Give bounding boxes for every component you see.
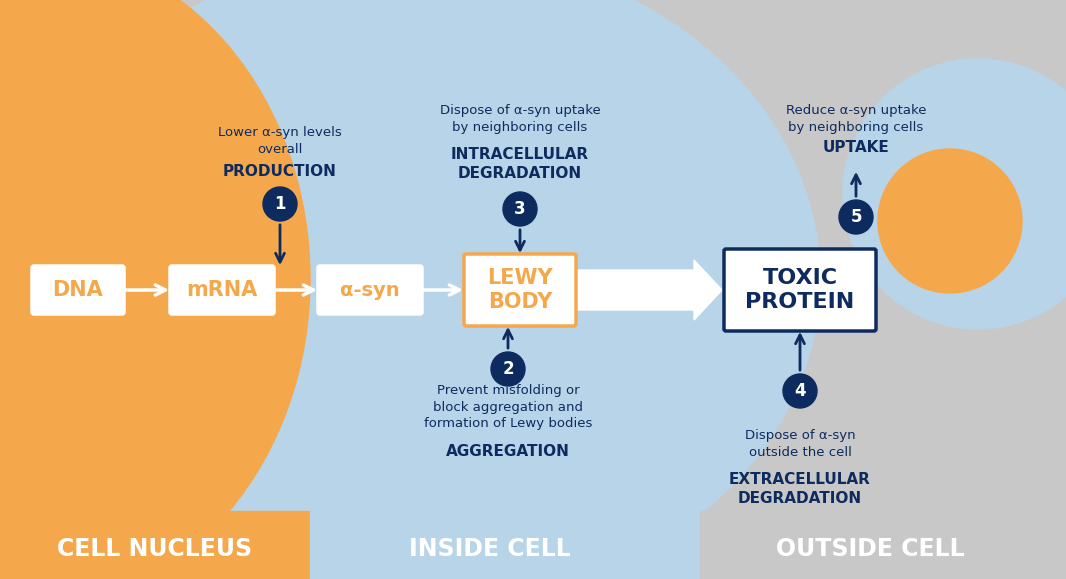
Text: OUTSIDE CELL: OUTSIDE CELL (776, 537, 965, 561)
Circle shape (263, 187, 297, 221)
Text: 4: 4 (794, 382, 806, 400)
Text: 1: 1 (274, 195, 286, 213)
Ellipse shape (20, 0, 820, 579)
Ellipse shape (0, 0, 310, 579)
FancyBboxPatch shape (169, 266, 274, 314)
Text: 3: 3 (514, 200, 526, 218)
Text: CELL NUCLEUS: CELL NUCLEUS (58, 537, 253, 561)
Text: DNA: DNA (52, 280, 103, 300)
Text: mRNA: mRNA (187, 280, 258, 300)
Text: 2: 2 (502, 360, 514, 378)
Text: 5: 5 (851, 208, 861, 226)
Text: INSIDE CELL: INSIDE CELL (409, 537, 571, 561)
Text: PRODUCTION: PRODUCTION (223, 163, 337, 178)
FancyArrow shape (574, 260, 722, 320)
Text: LEWY
BODY: LEWY BODY (487, 267, 553, 313)
Text: Reduce α-syn uptake
by neighboring cells: Reduce α-syn uptake by neighboring cells (786, 104, 926, 134)
FancyBboxPatch shape (464, 254, 576, 326)
Text: Dispose of α-syn
outside the cell: Dispose of α-syn outside the cell (745, 429, 855, 459)
Circle shape (503, 192, 537, 226)
FancyBboxPatch shape (318, 266, 422, 314)
Circle shape (784, 374, 817, 408)
Bar (310, 511, 700, 579)
Text: EXTRACELLULAR
DEGRADATION: EXTRACELLULAR DEGRADATION (729, 472, 871, 506)
Circle shape (491, 352, 524, 386)
Bar (700, 511, 1066, 579)
FancyBboxPatch shape (32, 266, 124, 314)
Circle shape (839, 200, 873, 234)
Text: Prevent misfolding or
block aggregation and
formation of Lewy bodies: Prevent misfolding or block aggregation … (424, 384, 593, 430)
Circle shape (843, 59, 1066, 329)
Bar (0, 511, 310, 579)
Text: AGGREGATION: AGGREGATION (446, 444, 570, 459)
Text: α-syn: α-syn (340, 280, 400, 299)
Circle shape (878, 149, 1022, 293)
FancyBboxPatch shape (724, 249, 876, 331)
Text: Lower α-syn levels
overall: Lower α-syn levels overall (219, 126, 342, 156)
Text: INTRACELLULAR
DEGRADATION: INTRACELLULAR DEGRADATION (451, 147, 589, 181)
Text: Dispose of α-syn uptake
by neighboring cells: Dispose of α-syn uptake by neighboring c… (439, 104, 600, 134)
Text: UPTAKE: UPTAKE (823, 140, 889, 155)
Text: TOXIC
PROTEIN: TOXIC PROTEIN (745, 267, 855, 313)
